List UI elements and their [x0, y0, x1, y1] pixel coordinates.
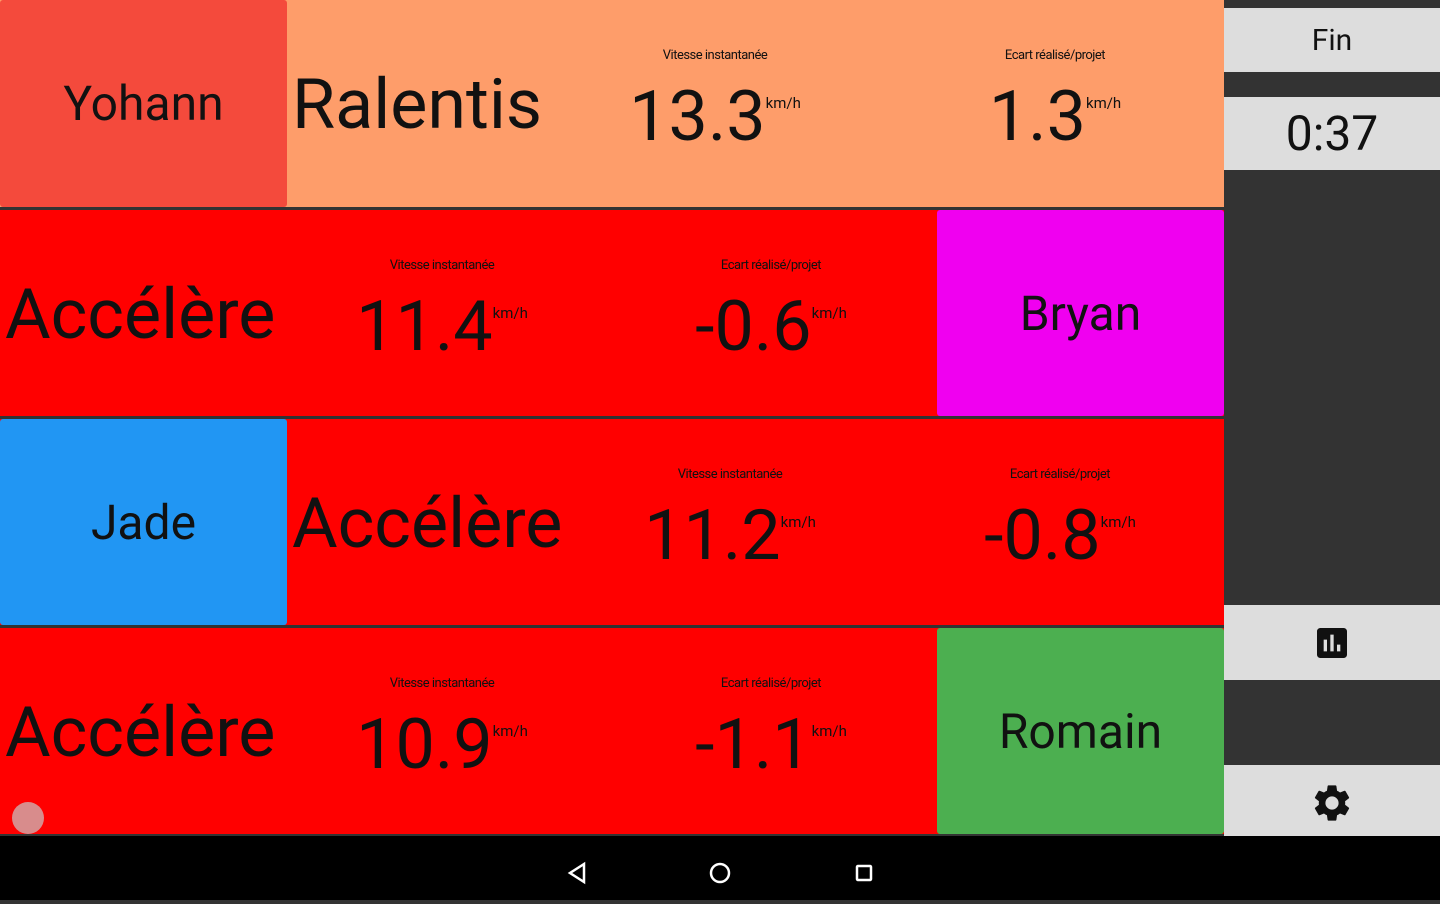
runner-row: Jade Accélère Vitesse instantanée 11.2 km/h E…	[0, 419, 1224, 625]
back-button[interactable]	[567, 861, 586, 885]
gap-value: -0.6	[695, 286, 812, 368]
runner-name[interactable]: Jade	[0, 419, 287, 625]
runner-name[interactable]: Bryan	[937, 210, 1224, 416]
speed-unit: km/h	[765, 94, 801, 112]
gap-value: -1.1	[695, 704, 812, 786]
gap-unit: km/h	[1100, 513, 1136, 531]
navigation-bar	[0, 836, 1440, 900]
speed-label: Vitesse instantanée	[662, 48, 768, 63]
gap-label: Ecart réalisé/projet	[1009, 467, 1111, 482]
speed-group: 13.3 km/h	[629, 82, 801, 152]
gap-label: Ecart réalisé/projet	[1004, 48, 1106, 63]
runner-name[interactable]: Yohann	[0, 0, 287, 207]
touch-indicator	[12, 802, 44, 834]
pace-status: Accélère	[5, 274, 276, 356]
speed-label: Vitesse instantanée	[389, 258, 495, 273]
gap-unit: km/h	[1085, 94, 1122, 112]
gap-value: 1.3	[988, 76, 1086, 158]
chart-icon	[1317, 627, 1347, 658]
end-button[interactable]: Fin	[1224, 8, 1440, 72]
speed-unit: km/h	[492, 304, 528, 322]
gap-unit: km/h	[811, 722, 847, 740]
speed-unit: km/h	[492, 722, 528, 740]
timer: 0:37	[1224, 97, 1440, 170]
nav-icons	[567, 861, 873, 885]
speed-unit: km/h	[780, 513, 816, 531]
runner-row: Bryan Accélère Vitesse instantanée 11.4 km/h…	[0, 210, 1224, 416]
runner-row: Yohann Ralentis Vitesse instantanée 13.3 km/…	[0, 0, 1224, 207]
gap-unit: km/h	[811, 304, 847, 322]
gap-label: Ecart réalisé/projet	[720, 676, 822, 691]
pace-status: Accélère	[292, 483, 563, 565]
gap-group: 1.3 km/h	[989, 82, 1121, 152]
settings-button[interactable]	[1224, 765, 1440, 840]
speed-value: 13.3	[629, 76, 766, 158]
gap-value: -0.8	[984, 495, 1101, 577]
speed-group: 11.2 km/h	[644, 501, 816, 571]
recent-button[interactable]	[855, 864, 873, 882]
speed-value: 11.4	[356, 286, 493, 368]
pace-status: Accélère	[5, 692, 276, 774]
speed-label: Vitesse instantanée	[389, 676, 495, 691]
speed-value: 10.9	[356, 704, 493, 786]
speed-group: 11.4 km/h	[356, 292, 528, 362]
gap-group: -0.6 km/h	[695, 292, 847, 362]
speed-label: Vitesse instantanée	[677, 467, 783, 482]
gap-group: -1.1 km/h	[695, 710, 847, 780]
runner-name[interactable]: Romain	[937, 628, 1224, 834]
settings-icon	[1314, 784, 1350, 821]
speed-value: 11.2	[644, 495, 781, 577]
gap-group: -0.8 km/h	[984, 501, 1136, 571]
speed-group: 10.9 km/h	[356, 710, 528, 780]
gap-label: Ecart réalisé/projet	[720, 258, 822, 273]
pace-status: Ralentis	[292, 64, 543, 146]
home-button[interactable]	[709, 862, 731, 884]
runner-row: Romain Accélère Vitesse instantanée 10.9 km/…	[0, 628, 1224, 834]
stats-button[interactable]	[1224, 605, 1440, 680]
